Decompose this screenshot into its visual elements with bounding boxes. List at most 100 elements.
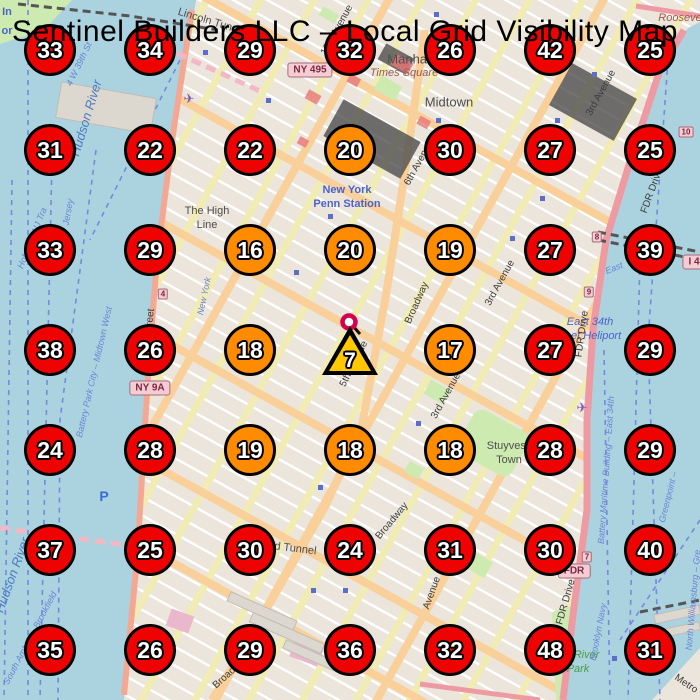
grid-marker[interactable]: 16 [224, 224, 276, 276]
marker-value: 29 [237, 36, 263, 63]
marker-value: 37 [37, 536, 63, 563]
marker-value: 26 [437, 36, 463, 63]
marker-value: 24 [337, 536, 363, 563]
marker-value: 17 [437, 336, 463, 363]
grid-marker[interactable]: 29 [224, 24, 276, 76]
grid-marker[interactable]: 31 [424, 524, 476, 576]
grid-marker[interactable]: 28 [124, 424, 176, 476]
marker-value: 27 [537, 136, 563, 163]
grid-marker[interactable]: 32 [324, 24, 376, 76]
marker-value: 30 [437, 136, 463, 163]
marker-value: 22 [237, 136, 263, 163]
grid-marker[interactable]: 30 [224, 524, 276, 576]
marker-value: 19 [437, 236, 463, 263]
marker-value: 25 [637, 136, 663, 163]
road-williamsburg-bridge [419, 681, 541, 700]
grid-marker[interactable]: 25 [124, 524, 176, 576]
marker-value: 33 [37, 36, 63, 63]
warning-triangle-marker[interactable]: 7 [322, 326, 378, 375]
marker-value: 38 [37, 336, 63, 363]
marker-value: 33 [37, 236, 63, 263]
marker-value: 20 [337, 136, 363, 163]
grid-marker[interactable]: 20 [324, 224, 376, 276]
grid-marker[interactable]: 26 [424, 24, 476, 76]
land-nj [0, 0, 72, 44]
marker-value: 29 [637, 436, 663, 463]
marker-value: 16 [237, 236, 263, 263]
marker-value: 48 [537, 636, 563, 663]
grid-marker[interactable]: 31 [624, 624, 676, 676]
grid-marker[interactable]: 25 [624, 124, 676, 176]
grid-marker[interactable]: 36 [324, 624, 376, 676]
railways [17, 2, 700, 614]
grid-marker[interactable]: 29 [624, 424, 676, 476]
road-queensboro [635, 3, 700, 19]
grid-marker[interactable]: 30 [524, 524, 576, 576]
grid-marker[interactable]: 24 [324, 524, 376, 576]
grid-marker[interactable]: 27 [524, 324, 576, 376]
marker-value: 27 [537, 236, 563, 263]
grid-marker[interactable]: 39 [624, 224, 676, 276]
grid-marker[interactable]: 22 [124, 124, 176, 176]
grid-marker[interactable]: 30 [424, 124, 476, 176]
marker-value: 18 [237, 336, 263, 363]
marker-value: 22 [137, 136, 163, 163]
marker-value: 34 [137, 36, 163, 63]
grid-marker[interactable]: 33 [24, 24, 76, 76]
grid-marker[interactable]: 28 [524, 424, 576, 476]
marker-value: 19 [237, 436, 263, 463]
marker-value: 29 [137, 236, 163, 263]
marker-value: 25 [137, 536, 163, 563]
grid-marker[interactable]: 19 [224, 424, 276, 476]
marker-value: 24 [37, 436, 63, 463]
grid-marker[interactable]: 32 [424, 624, 476, 676]
marker-value: 39 [637, 236, 663, 263]
grid-marker[interactable]: 29 [124, 224, 176, 276]
grid-marker[interactable]: 35 [24, 624, 76, 676]
grid-marker[interactable]: 18 [224, 324, 276, 376]
marker-value: 26 [137, 336, 163, 363]
grid-marker[interactable]: 26 [124, 624, 176, 676]
grid-marker[interactable]: 42 [524, 24, 576, 76]
marker-value: 18 [437, 436, 463, 463]
marker-value: 40 [637, 536, 663, 563]
grid-marker[interactable]: 31 [24, 124, 76, 176]
marker-value: 26 [137, 636, 163, 663]
map-title: Sentinel Builders LLC – Local Grid Visib… [12, 15, 678, 48]
marker-value: 35 [37, 636, 63, 663]
grid-marker[interactable]: 38 [24, 324, 76, 376]
grid-marker[interactable]: 33 [24, 224, 76, 276]
piers [55, 81, 700, 674]
grid-marker[interactable]: 25 [624, 24, 676, 76]
marker-value: 31 [437, 536, 463, 563]
grid-marker[interactable]: 19 [424, 224, 476, 276]
grid-marker[interactable]: 27 [524, 124, 576, 176]
marker-value: 29 [237, 636, 263, 663]
marker-value: 28 [137, 436, 163, 463]
marker-value: 20 [337, 236, 363, 263]
marker-value: 36 [337, 636, 363, 663]
marker-value: 7 [344, 349, 356, 372]
grid-marker[interactable]: 18 [424, 424, 476, 476]
grid-marker[interactable]: 29 [624, 324, 676, 376]
grid-marker[interactable]: 26 [124, 324, 176, 376]
grid-marker[interactable]: 18 [324, 424, 376, 476]
grid-marker[interactable]: 48 [524, 624, 576, 676]
road-fdr [559, 28, 688, 700]
marker-value: 42 [537, 36, 563, 63]
grid-marker[interactable]: 40 [624, 524, 676, 576]
marker-value: 32 [337, 36, 363, 63]
grid-marker[interactable]: 29 [224, 624, 276, 676]
grid-marker[interactable]: 22 [224, 124, 276, 176]
grid-marker[interactable]: 27 [524, 224, 576, 276]
grid-marker[interactable]: 17 [424, 324, 476, 376]
grid-marker[interactable]: 37 [24, 524, 76, 576]
grid-marker[interactable]: 20 [324, 124, 376, 176]
grid-marker[interactable]: 34 [124, 24, 176, 76]
marker-value: 25 [637, 36, 663, 63]
marker-value: 18 [337, 436, 363, 463]
grid-marker[interactable]: 24 [24, 424, 76, 476]
marker-value: 31 [37, 136, 63, 163]
